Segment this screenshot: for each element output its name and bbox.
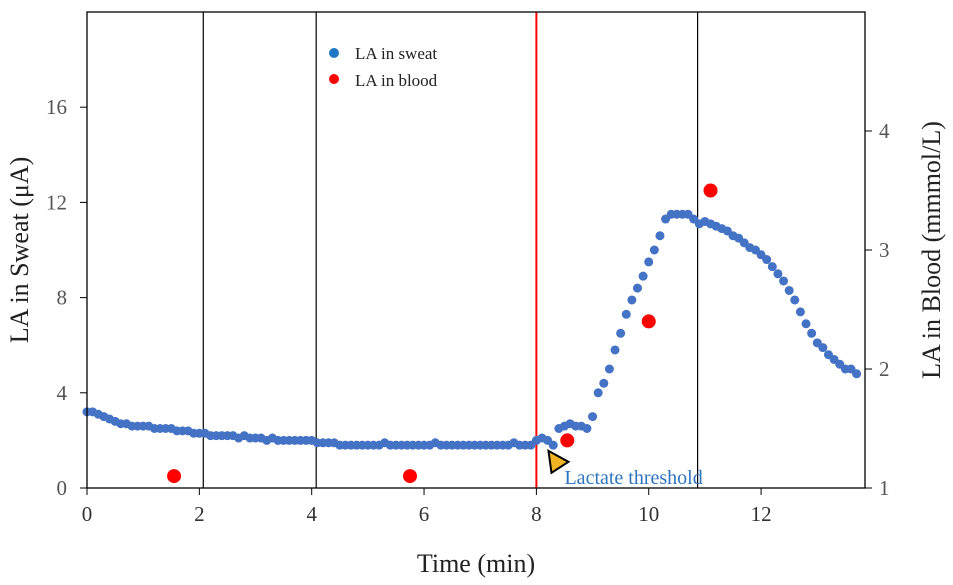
- x-tick-label: 2: [194, 502, 205, 526]
- threshold-label: Lactate threshold: [564, 467, 702, 489]
- y-left-axis-label: LA in Sweat (μA): [5, 157, 34, 344]
- blood-point: [402, 469, 417, 484]
- sweat-point: [644, 257, 654, 267]
- sweat-point: [621, 309, 631, 319]
- blood-series: [167, 183, 718, 484]
- y-left-tick-label: 4: [57, 381, 68, 405]
- y-right-tick-label: 1: [879, 476, 890, 500]
- sweat-point: [604, 364, 614, 374]
- y-left-tick-label: 16: [46, 95, 67, 119]
- sweat-point: [790, 295, 800, 305]
- blood-point: [560, 433, 575, 448]
- sweat-point: [582, 424, 592, 433]
- sweat-point: [655, 231, 665, 241]
- sweat-point: [784, 285, 794, 295]
- sweat-point: [795, 307, 805, 317]
- legend-label-sweat: LA in sweat: [355, 44, 437, 63]
- sweat-point: [548, 440, 558, 450]
- sweat-series: [82, 209, 862, 450]
- x-tick-label: 8: [531, 502, 542, 526]
- sweat-point: [818, 343, 828, 353]
- x-tick-label: 10: [638, 502, 659, 526]
- threshold-arrow-icon: [547, 448, 571, 475]
- y-right-tick-label: 4: [879, 119, 890, 143]
- legend-label-blood: LA in blood: [355, 71, 438, 90]
- sweat-point: [801, 319, 811, 329]
- y-right-tick-label: 2: [879, 357, 890, 381]
- sweat-point: [762, 255, 772, 265]
- sweat-point: [632, 283, 642, 293]
- x-tick-label: 4: [306, 502, 317, 526]
- sweat-point: [593, 388, 603, 398]
- x-tick-label: 0: [82, 502, 93, 526]
- y-right-tick-label: 3: [879, 238, 890, 262]
- sweat-point: [638, 271, 648, 281]
- sweat-point: [807, 328, 817, 338]
- legend: LA in sweat LA in blood: [329, 44, 438, 90]
- sweat-point: [649, 245, 659, 255]
- legend-marker-blood: [329, 74, 339, 84]
- sweat-point: [779, 276, 789, 286]
- sweat-point: [610, 345, 620, 355]
- sweat-point: [616, 328, 626, 338]
- sweat-point: [773, 269, 783, 279]
- lactate-threshold-annotation: Lactate threshold: [547, 448, 703, 489]
- y-left-tick-label: 0: [57, 476, 68, 500]
- sweat-point: [852, 369, 862, 379]
- x-tick-label: 12: [751, 502, 772, 526]
- y-right-axis-label: LA in Blood (mmmol/L): [917, 121, 946, 379]
- y-left-tick-label: 12: [46, 190, 67, 214]
- sweat-point: [599, 378, 609, 388]
- sweat-point: [627, 295, 637, 305]
- sweat-point: [767, 262, 777, 272]
- blood-point: [641, 314, 656, 329]
- sweat-point: [588, 412, 598, 422]
- legend-marker-sweat: [329, 48, 339, 58]
- x-tick-label: 6: [419, 502, 430, 526]
- blood-point: [167, 469, 182, 484]
- y-left-tick-label: 8: [57, 286, 68, 310]
- x-axis-label: Time (min): [417, 549, 535, 578]
- blood-point: [703, 183, 718, 198]
